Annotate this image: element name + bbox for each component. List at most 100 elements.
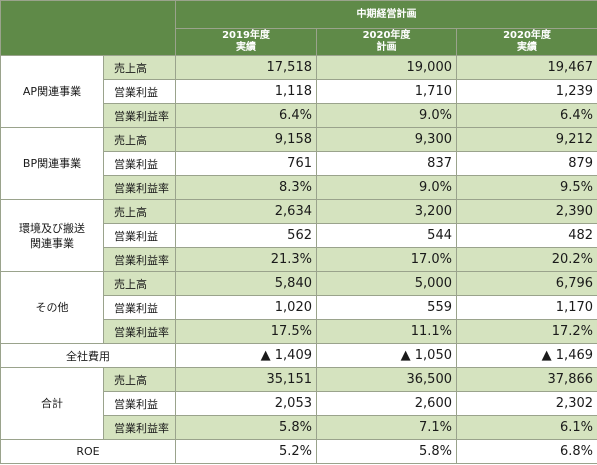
segment-label-total: 合計 <box>0 367 104 440</box>
table-row: 営業利益 2,053 2,600 2,302 <box>1 391 597 416</box>
value-cell: 17.5% <box>175 319 317 344</box>
value-cell: 6.4% <box>175 103 317 128</box>
value-cell: 5.2% <box>175 439 317 464</box>
roe-label: ROE <box>0 439 176 464</box>
value-cell: 2,053 <box>175 391 317 416</box>
value-cell: 7.1% <box>316 415 457 440</box>
metric-label: 売上高 <box>103 127 176 152</box>
column-header-line2: 計画 <box>376 42 397 53</box>
value-cell: 21.3% <box>175 247 317 272</box>
column-header-line1: 2020年度 <box>503 30 551 41</box>
table-row: 営業利益 1,118 1,710 1,239 <box>1 79 597 104</box>
metric-label: 営業利益 <box>103 223 176 248</box>
value-cell: 5.8% <box>175 415 317 440</box>
value-cell: 2,634 <box>175 199 317 224</box>
table-row: その他 売上高 5,840 5,000 6,796 <box>0 271 597 344</box>
metric-label: 営業利益 <box>103 295 176 320</box>
value-cell: 6.8% <box>455 439 597 464</box>
table-row: 環境及び搬送 関連事業 売上高 2,634 3,200 2,390 <box>0 199 597 272</box>
metric-label: 営業利益率 <box>103 103 176 128</box>
value-cell: 559 <box>316 295 457 320</box>
metric-label: 売上高 <box>103 367 176 392</box>
value-cell: 9,212 <box>455 127 597 152</box>
table-row: 営業利益率 5.8% 7.1% 6.1% <box>1 415 597 440</box>
metric-label: 営業利益率 <box>103 319 176 344</box>
value-cell: 9,300 <box>316 127 457 152</box>
value-cell: 11.1% <box>316 319 457 344</box>
metric-label: 売上高 <box>103 199 176 224</box>
value-cell: 5.8% <box>316 439 457 464</box>
segment-label-environment: 環境及び搬送 関連事業 <box>0 199 104 272</box>
table-row: 営業利益率 8.3% 9.0% 9.5% <box>1 175 597 200</box>
value-cell: 544 <box>316 223 457 248</box>
value-cell: 879 <box>455 151 597 176</box>
value-cell: 9.0% <box>316 103 457 128</box>
value-cell: 17,518 <box>175 55 317 80</box>
column-header-line2: 実績 <box>236 42 256 53</box>
segment-label-bp: BP関連事業 <box>0 127 104 200</box>
table-row: 営業利益 761 837 879 <box>1 151 597 176</box>
value-cell: 2,600 <box>316 391 457 416</box>
segment-label-line2: 関連事業 <box>30 236 74 250</box>
table-row: 営業利益 1,020 559 1,170 <box>1 295 597 320</box>
metric-label: 営業利益 <box>103 391 176 416</box>
value-cell: 761 <box>175 151 317 176</box>
value-cell: 17.2% <box>455 319 597 344</box>
metric-label: 営業利益率 <box>103 415 176 440</box>
value-cell: 19,000 <box>316 55 457 80</box>
table-row: 営業利益率 6.4% 9.0% 6.4% <box>1 103 597 128</box>
value-cell: 5,840 <box>175 271 317 296</box>
value-cell: 5,000 <box>316 271 457 296</box>
table-row: AP関連事業 売上高 17,518 19,000 19,467 <box>0 55 597 128</box>
value-cell: 2,390 <box>455 199 597 224</box>
header-row-columns: 2019年度 実績 2020年度 計画 2020年度 実績 <box>1 28 597 56</box>
value-cell: 2,302 <box>455 391 597 416</box>
column-header-line1: 2020年度 <box>362 30 411 41</box>
value-cell: 1,710 <box>316 79 457 104</box>
value-cell: 837 <box>316 151 457 176</box>
metric-label: 営業利益 <box>103 79 176 104</box>
value-cell: ▲ 1,050 <box>316 343 457 368</box>
value-cell: 36,500 <box>316 367 457 392</box>
metric-label: 売上高 <box>103 271 176 296</box>
segment-label-line1: 環境及び搬送 <box>19 221 85 235</box>
value-cell: 8.3% <box>175 175 317 200</box>
corporate-expenses-label: 全社費用 <box>0 343 176 368</box>
table-row: 合計 売上高 35,151 36,500 37,866 <box>0 367 597 440</box>
segment-label-other: その他 <box>0 271 104 344</box>
column-header-line1: 2019年度 <box>222 30 270 41</box>
value-cell: 562 <box>175 223 317 248</box>
value-cell: 35,151 <box>175 367 317 392</box>
column-header-2020-actual: 2020年度 実績 <box>455 28 597 56</box>
value-cell: 6.1% <box>455 415 597 440</box>
value-cell: 17.0% <box>316 247 457 272</box>
metric-label: 営業利益率 <box>103 175 176 200</box>
value-cell: ▲ 1,469 <box>455 343 597 368</box>
table-row: 営業利益 562 544 482 <box>1 223 597 248</box>
header-blank-cell <box>0 0 176 56</box>
value-cell: 482 <box>455 223 597 248</box>
metric-label: 売上高 <box>103 55 176 80</box>
metric-label: 営業利益 <box>103 151 176 176</box>
value-cell: 6.4% <box>455 103 597 128</box>
value-cell: 1,118 <box>175 79 317 104</box>
table-row: BP関連事業 売上高 9,158 9,300 9,212 <box>0 127 597 200</box>
header-row-group: 中期経営計画 <box>0 0 597 56</box>
value-cell: 9.0% <box>316 175 457 200</box>
column-header-2019-actual: 2019年度 実績 <box>175 28 317 56</box>
column-header-line2: 実績 <box>517 42 537 53</box>
segment-label-ap: AP関連事業 <box>0 55 104 128</box>
column-header-2020-plan: 2020年度 計画 <box>316 28 457 56</box>
value-cell: ▲ 1,409 <box>175 343 317 368</box>
value-cell: 6,796 <box>455 271 597 296</box>
metric-label: 営業利益率 <box>103 247 176 272</box>
value-cell: 9.5% <box>455 175 597 200</box>
value-cell: 9,158 <box>175 127 317 152</box>
value-cell: 1,020 <box>175 295 317 320</box>
corporate-expenses-row: 全社費用 ▲ 1,409 ▲ 1,050 ▲ 1,469 <box>0 343 597 368</box>
value-cell: 37,866 <box>455 367 597 392</box>
header-group-label: 中期経営計画 <box>174 0 597 29</box>
roe-row: ROE 5.2% 5.8% 6.8% <box>0 439 597 464</box>
value-cell: 1,170 <box>455 295 597 320</box>
